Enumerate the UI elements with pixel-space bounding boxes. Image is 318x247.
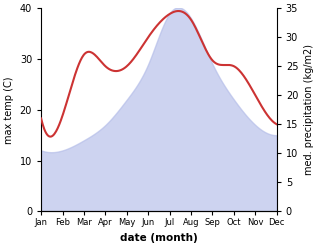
Y-axis label: max temp (C): max temp (C)	[4, 76, 14, 144]
X-axis label: date (month): date (month)	[120, 233, 198, 243]
Y-axis label: med. precipitation (kg/m2): med. precipitation (kg/m2)	[304, 44, 314, 175]
